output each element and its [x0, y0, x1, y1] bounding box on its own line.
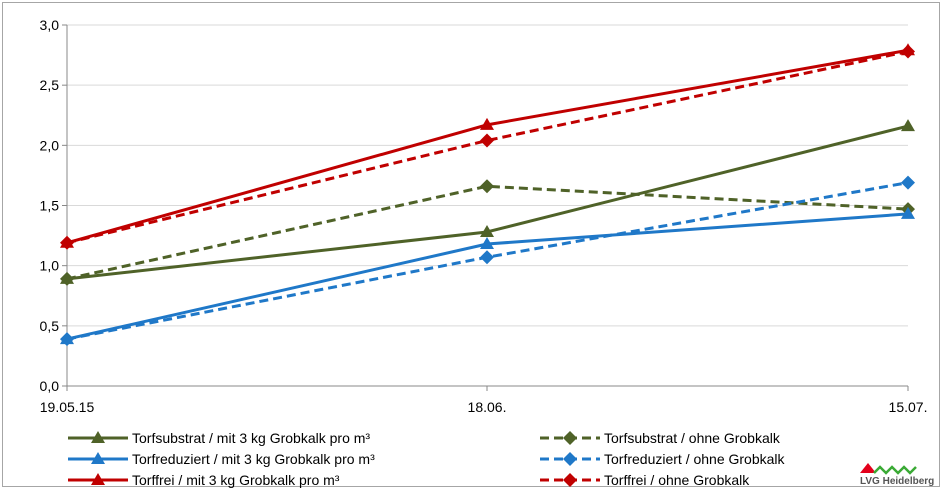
legend-marker [91, 452, 105, 464]
series-6 [60, 44, 915, 250]
data-point [480, 133, 494, 148]
y-tick-label: 3,0 [40, 17, 60, 33]
legend-marker [563, 452, 577, 466]
series-lines [60, 43, 915, 347]
axes [62, 24, 909, 391]
legend-marker [563, 473, 577, 487]
data-point [480, 224, 494, 237]
chart-frame [2, 2, 940, 487]
x-tick-label: 18.06. [468, 399, 507, 415]
legend-marker [91, 431, 105, 443]
data-point [901, 175, 915, 190]
legend-label: Torffrei / ohne Grobkalk [604, 472, 750, 488]
legend-label: Torffrei / mit 3 kg Grobkalk pro m³ [132, 472, 340, 488]
series-4 [60, 175, 915, 347]
legend-item: Torffrei / mit 3 kg Grobkalk pro m³ [68, 472, 340, 488]
logo-triangle-icon [860, 463, 876, 473]
data-point [901, 119, 915, 132]
legend: Torfsubstrat / mit 3 kg Grobkalk pro m³ T… [68, 430, 786, 488]
data-point [901, 44, 915, 59]
x-tick-label: 15.07. [889, 399, 928, 415]
legend-marker [563, 431, 577, 445]
y-tick-label: 0,0 [40, 378, 60, 394]
legend-item: Torfsubstrat / mit 3 kg Grobkalk pro m³ [68, 430, 370, 446]
y-tick-label: 1,0 [40, 258, 60, 274]
series-line [66, 184, 909, 281]
legend-item: Torffrei / ohne Grobkalk [540, 472, 750, 488]
data-point [480, 250, 494, 265]
y-tick-label: 1,5 [40, 198, 60, 214]
legend-item: Torfreduziert / mit 3 kg Grobkalk pro m³ [68, 451, 375, 467]
legend-label: Torfsubstrat / ohne Grobkalk [604, 430, 781, 446]
data-point [60, 271, 74, 286]
data-point [901, 206, 915, 219]
y-tick-label: 2,0 [40, 137, 60, 153]
legend-label: Torfreduziert / ohne Grobkalk [604, 451, 786, 467]
legend-item: Torfreduziert / ohne Grobkalk [540, 451, 786, 467]
data-point [480, 117, 494, 130]
logo-text: LVG Heidelberg [860, 476, 934, 487]
legend-label: Torfreduziert / mit 3 kg Grobkalk pro m³ [132, 451, 375, 467]
series-line [66, 50, 909, 245]
y-tick-label: 0,5 [40, 318, 60, 334]
y-tick-label: 2,5 [40, 77, 60, 93]
gridlines [67, 24, 908, 327]
x-tick-labels: 19.05.15 18.06. 15.07. [40, 399, 928, 415]
data-point [480, 179, 494, 194]
legend-item: Torfsubstrat / ohne Grobkalk [540, 430, 781, 446]
legend-marker [91, 473, 105, 485]
legend-label: Torfsubstrat / mit 3 kg Grobkalk pro m³ [132, 430, 370, 446]
data-point [480, 237, 494, 250]
y-tick-labels: 0,0 0,5 1,0 1,5 2,0 2,5 3,0 [40, 17, 60, 394]
logo-wave-icon [873, 465, 917, 475]
data-point [60, 235, 74, 250]
lvg-logo: LVG Heidelberg [858, 461, 936, 487]
x-tick-label: 19.05.15 [40, 399, 95, 415]
data-point [60, 332, 74, 347]
